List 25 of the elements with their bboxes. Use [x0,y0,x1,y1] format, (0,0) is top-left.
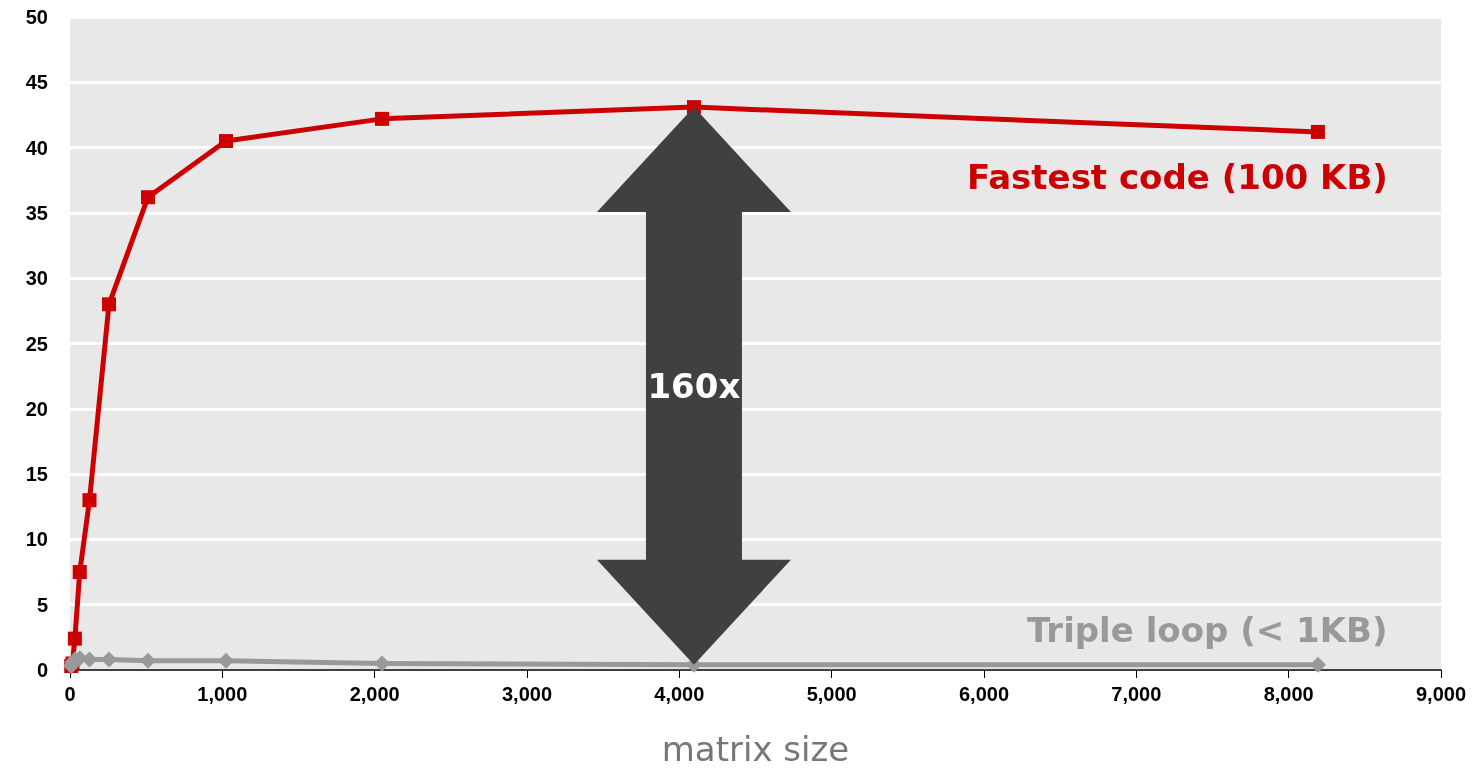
x-tick-label: 2,000 [349,683,400,705]
x-tick-label: 6,000 [958,683,1010,705]
x-tick-label: 4,000 [654,683,705,705]
y-tick-label: 5 [36,593,48,616]
y-tick-label: 10 [25,528,48,551]
x-axis-title: matrix size [661,729,850,769]
x-tick-label: 9,000 [1415,683,1467,705]
x-tick-label: 7,000 [1111,683,1162,705]
series-label: Triple loop (< 1KB) [1026,609,1388,650]
y-tick-label: 25 [25,332,48,355]
y-tick-label: 0 [36,659,48,681]
x-tick-label: 0 [64,683,76,705]
y-tick-label: 15 [25,463,48,486]
y-tick-label: 35 [25,201,48,224]
y-tick-label: 50 [25,6,48,28]
x-tick-label: 5,000 [806,683,857,705]
annotation: 160x [647,365,741,406]
y-tick-label: 40 [25,136,48,159]
x-tick-label: 3,000 [501,683,553,705]
x-tick-label: 1,000 [197,683,248,705]
series-label: Fastest code (100 KB) [966,156,1388,197]
y-tick-label: 20 [25,397,48,420]
y-tick-label: 45 [25,71,48,94]
y-tick-label: 30 [25,267,48,290]
x-tick-label: 8,000 [1263,683,1314,705]
